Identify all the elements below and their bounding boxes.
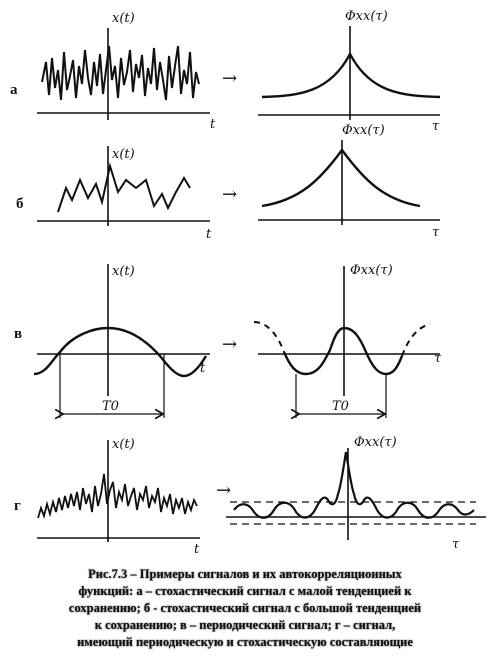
row-label-b: б <box>16 196 24 212</box>
row-a-left-x-label: t <box>210 117 216 132</box>
caption-line-1: Рис.7.3 – Примеры сигналов и их автокорр… <box>88 567 402 581</box>
row-g-right-y-label: Φxx(τ) <box>354 435 397 450</box>
row-a-right-x-label: τ <box>432 119 440 134</box>
row-v-left-period-label: T0 <box>102 399 119 414</box>
row-a-left-plot: x(t) t <box>37 11 216 132</box>
row-g-left-signal <box>37 473 198 520</box>
row-g-left-y-label: x(t) <box>112 437 135 452</box>
row-v-right-period-label: T0 <box>332 399 349 414</box>
row-v-left-x-label: t <box>200 361 206 376</box>
row-v-right-acf <box>282 326 404 376</box>
row-b-left-y-label: x(t) <box>112 147 135 162</box>
row-g-left-plot: x(t) t <box>37 437 200 557</box>
row-label-a: а <box>10 82 18 98</box>
row-b-left-x-label: t <box>206 227 212 242</box>
row-v-left-plot: T0 x(t) t <box>33 264 210 418</box>
row-a-left-y-label: x(t) <box>112 11 135 26</box>
row-b-right-acf <box>261 147 421 208</box>
row-g-arrow: → <box>216 480 231 501</box>
row-b-right-x-label: τ <box>432 225 440 240</box>
row-b-right-y-label: Φxx(τ) <box>342 123 385 138</box>
row-v-right-acf-dashed-right <box>401 323 431 357</box>
row-a-right-acf <box>261 51 441 99</box>
row-g-right-x-label: τ <box>452 537 460 552</box>
figure-diagram: x(t) t → Φxx(τ) τ x(t) t → Φxx(τ) τ T0 x… <box>33 9 486 557</box>
row-v-right-plot: T0 Φxx(τ) τ <box>253 263 442 418</box>
row-b-left-signal <box>57 162 191 213</box>
row-a-right-plot: Φxx(τ) τ <box>258 9 441 134</box>
caption-line-3: сохранению; б - стохастический сигнал с … <box>68 601 422 615</box>
row-b-right-plot: Φxx(τ) τ <box>258 123 440 240</box>
row-a-left-signal <box>41 45 200 101</box>
row-v-left-signal <box>33 326 208 378</box>
caption-line-2: функций: а – стохастический сигнал с мал… <box>78 584 412 598</box>
figure-caption: Рис.7.3 – Примеры сигналов и их автокорр… <box>14 566 476 651</box>
row-v-right-x-label: τ <box>434 351 442 366</box>
caption-line-4: к сохранению; в – периодический сигнал; … <box>94 618 396 632</box>
row-v-arrow: → <box>222 334 237 355</box>
row-label-g: г <box>14 498 21 514</box>
row-b-left-plot: x(t) t <box>37 146 212 242</box>
row-v-left-y-label: x(t) <box>112 264 135 279</box>
row-g-right-plot: Φxx(τ) τ <box>226 435 486 552</box>
row-a-arrow: → <box>222 68 237 89</box>
row-g-left-x-label: t <box>194 542 200 557</box>
row-b-arrow: → <box>222 184 237 205</box>
row-label-v: в <box>14 326 23 342</box>
row-v-right-y-label: Φxx(τ) <box>350 263 393 278</box>
caption-line-5: имеющий периодическую и стохастическую с… <box>77 635 413 649</box>
row-a-right-y-label: Φxx(τ) <box>345 9 388 24</box>
row-g-right-acf <box>233 451 475 519</box>
row-v-right-acf-dashed-left <box>253 321 285 353</box>
